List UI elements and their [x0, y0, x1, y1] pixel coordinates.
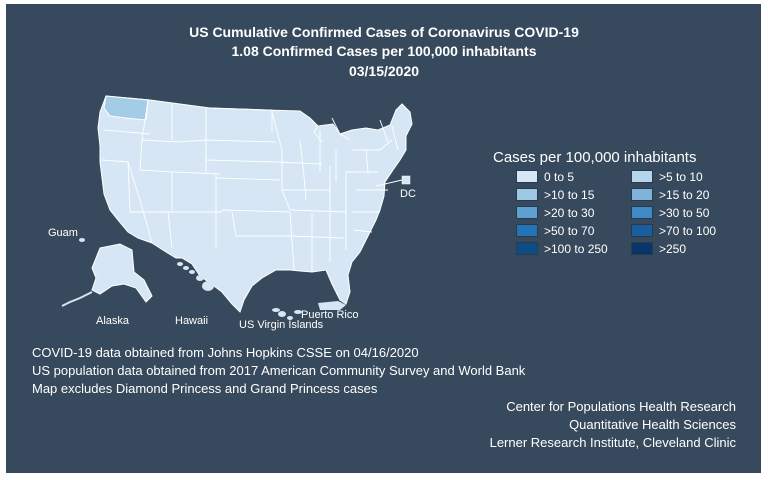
credit-center: Center for Populations Health Research: [506, 399, 736, 414]
legend-label: >50 to 70: [544, 223, 595, 238]
legend-label: >250: [659, 241, 687, 256]
legend-label: >10 to 15: [544, 187, 595, 202]
legend-swatch: [631, 242, 653, 255]
alaska: [91, 243, 153, 303]
legend-swatch: [516, 224, 538, 237]
legend-swatch: [516, 206, 538, 219]
legend-item: >50 to 70: [516, 223, 594, 238]
legend-item: 0 to 5: [516, 169, 574, 184]
legend-swatch: [631, 206, 653, 219]
hawaii-label: Hawaii: [175, 315, 209, 327]
chart-subtitle: 1.08 Confirmed Cases per 100,000 inhabit…: [231, 43, 537, 59]
map-panel: [6, 4, 761, 473]
legend-label: >20 to 30: [544, 205, 595, 220]
hawaii: [177, 262, 214, 291]
legend-item: >30 to 50: [631, 205, 709, 220]
washington-state: [103, 95, 149, 121]
legend-label: >70 to 100: [659, 223, 717, 238]
legend-title: Cases per 100,000 inhabitants: [493, 149, 697, 166]
legend-label: >15 to 20: [659, 187, 710, 202]
contiguous-us: [97, 95, 413, 313]
legend-label: >100 to 250: [544, 241, 608, 256]
legend-item: >20 to 30: [516, 205, 594, 220]
legend-swatch: [516, 170, 538, 183]
legend-label: >5 to 10: [659, 169, 703, 184]
aleutian-islands: [61, 291, 93, 307]
chart-date: 03/15/2020: [348, 63, 420, 79]
dc-marker: [375, 175, 411, 187]
credit-institute: Lerner Research Institute, Cleveland Cli…: [489, 435, 736, 450]
chart-title: US Cumulative Confirmed Cases of Coronav…: [189, 24, 579, 40]
puerto-rico-label: Puerto Rico: [301, 309, 359, 321]
usvi-label: US Virgin Islands: [239, 319, 324, 331]
legend-swatch: [631, 170, 653, 183]
legend-item: >15 to 20: [631, 187, 709, 202]
legend-swatch: [631, 188, 653, 201]
credit-department: Quantitative Health Sciences: [569, 417, 736, 432]
legend-swatch: [516, 242, 538, 255]
legend-item: >10 to 15: [516, 187, 594, 202]
legend-item: >70 to 100: [631, 223, 716, 238]
guam: [79, 238, 85, 242]
note-jhu-source: COVID-19 data obtained from Johns Hopkin…: [32, 345, 419, 360]
us-state-borders: [97, 95, 413, 313]
us-virgin-islands: [272, 308, 302, 320]
legend-item: >250: [631, 241, 686, 256]
alaska-label: Alaska: [96, 315, 130, 327]
legend-item: >100 to 250: [516, 241, 608, 256]
legend-swatch: [516, 188, 538, 201]
note-exclusions: Map excludes Diamond Princess and Grand …: [32, 381, 378, 396]
dc-label: DC: [400, 188, 416, 200]
legend-item: >5 to 10: [631, 169, 703, 184]
puerto-rico: [318, 301, 346, 310]
legend-label: >30 to 50: [659, 205, 710, 220]
note-population-source: US population data obtained from 2017 Am…: [32, 363, 526, 378]
legend-swatch: [631, 224, 653, 237]
legend-label: 0 to 5: [544, 169, 575, 184]
guam-label: Guam: [48, 227, 78, 239]
